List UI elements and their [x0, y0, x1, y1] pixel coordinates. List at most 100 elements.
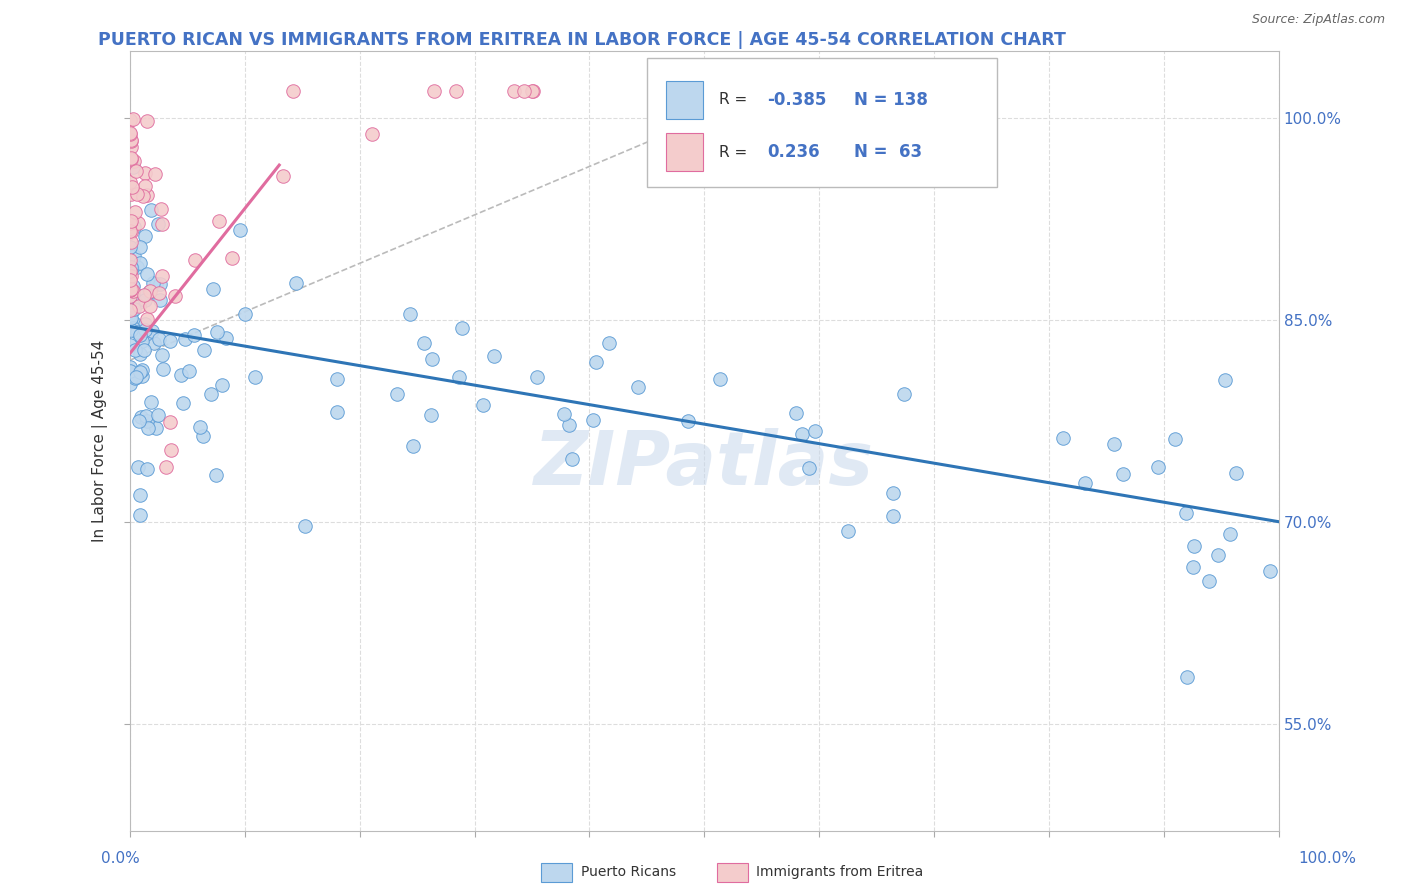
Point [145, 420, 167, 434]
Point [155, 460, 177, 475]
Point [172, 396, 194, 410]
Point [294, 518, 316, 533]
Point [143, 336, 166, 351]
Point [1175, 506, 1198, 520]
Point [138, 285, 160, 299]
Point [150, 269, 173, 284]
Point [1206, 548, 1229, 562]
Point [128, 294, 150, 309]
Bar [666, 81, 703, 119]
Point [245, 370, 267, 384]
Point [120, 323, 142, 337]
Point [129, 240, 152, 254]
Point [120, 260, 142, 274]
Point [513, 84, 536, 98]
Point [124, 343, 146, 357]
Point [561, 451, 583, 466]
Point [120, 253, 142, 268]
Text: 100.0%: 100.0% [1299, 852, 1357, 866]
Point [135, 267, 157, 281]
Point [118, 364, 141, 378]
Point [205, 468, 228, 483]
Point [128, 327, 150, 342]
Point [146, 408, 169, 422]
Point [1164, 432, 1187, 446]
Point [128, 299, 150, 313]
Text: R =: R = [720, 145, 752, 160]
Point [170, 368, 193, 382]
Point [1112, 467, 1135, 482]
Point [122, 285, 145, 299]
Point [125, 164, 148, 178]
Point [131, 369, 153, 384]
Point [120, 359, 142, 374]
Point [136, 420, 159, 434]
Point [446, 84, 468, 98]
Point [120, 303, 142, 318]
Point [211, 378, 233, 392]
Point [451, 321, 474, 335]
Point [125, 369, 148, 384]
Point [127, 325, 149, 339]
Point [122, 219, 145, 234]
Point [135, 414, 157, 428]
Text: Puerto Ricans: Puerto Ricans [581, 865, 676, 880]
Point [148, 277, 170, 291]
Point [118, 273, 141, 287]
Point [120, 113, 142, 128]
Point [149, 293, 172, 307]
Point [118, 175, 141, 189]
Point [134, 166, 156, 180]
Point [326, 405, 349, 419]
Point [128, 488, 150, 502]
Point [598, 336, 620, 351]
Point [122, 291, 145, 305]
Point [132, 343, 155, 358]
Point [135, 114, 157, 128]
Text: ZIPatlas: ZIPatlas [534, 428, 875, 501]
Point [120, 306, 142, 320]
Point [472, 399, 495, 413]
Text: Immigrants from Eritrea: Immigrants from Eritrea [756, 865, 924, 880]
Point [120, 134, 142, 148]
Point [135, 409, 157, 423]
Point [118, 128, 141, 142]
Point [627, 380, 650, 394]
Point [1102, 437, 1125, 451]
Point [120, 153, 142, 167]
Point [129, 347, 152, 361]
Text: N = 138: N = 138 [853, 91, 928, 109]
Point [120, 376, 142, 391]
Text: 0.236: 0.236 [768, 143, 820, 161]
Point [134, 179, 156, 194]
Point [143, 167, 166, 181]
Point [122, 112, 145, 127]
Point [150, 217, 173, 231]
Point [120, 140, 142, 154]
Point [136, 311, 159, 326]
Point [120, 269, 142, 284]
Point [127, 459, 149, 474]
Point [1225, 466, 1247, 480]
Point [131, 289, 153, 303]
Point [120, 187, 142, 202]
Point [134, 228, 156, 243]
Point [135, 461, 157, 475]
Point [132, 287, 155, 301]
Point [229, 223, 252, 237]
Point [553, 407, 575, 421]
Point [121, 180, 143, 194]
Point [122, 302, 145, 317]
Point [522, 84, 544, 98]
Point [118, 263, 141, 277]
Point [134, 318, 156, 332]
Point [1258, 564, 1281, 578]
Point [184, 252, 207, 267]
Point [208, 213, 231, 227]
Point [882, 485, 904, 500]
Point [135, 327, 157, 342]
Point [120, 235, 142, 250]
Point [118, 126, 141, 140]
Point [120, 294, 142, 309]
Point [120, 226, 142, 240]
